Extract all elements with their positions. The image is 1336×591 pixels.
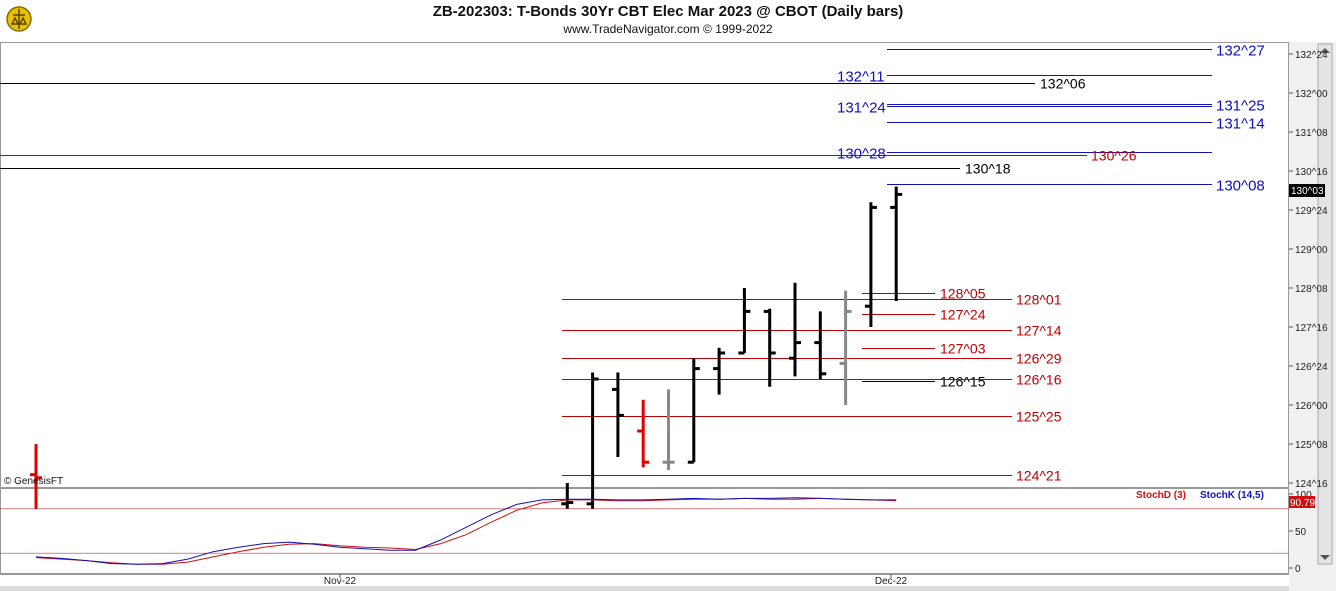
scroll-up-icon[interactable] — [1320, 48, 1330, 53]
price-tick-label-2: 131^08 — [1295, 128, 1328, 139]
level-label-19: 124^21 — [1016, 468, 1062, 484]
level-label-8: 130^18 — [965, 161, 1011, 177]
watermark: © GenesisFT — [4, 476, 63, 487]
level-label-7: 130^26 — [1091, 148, 1137, 164]
date-axis: Nov-22 Dec-22 — [324, 574, 908, 587]
stochastic-axis: 100 50 0 — [1289, 490, 1312, 575]
price-tick-label-11: 124^16 — [1295, 479, 1328, 490]
level-label-6: 130^28 — [837, 146, 886, 163]
level-lines: 132^27 132^11 132^06 131^25 131^24 131^14 130^… — [0, 43, 1265, 484]
date-tick-label-0: Nov-22 — [324, 576, 357, 587]
level-label-5: 131^14 — [1216, 116, 1265, 133]
price-tick-label-8: 126^24 — [1295, 362, 1328, 373]
stochk-legend: StochK (14,5) — [1200, 490, 1264, 501]
level-label-17: 126^16 — [1016, 372, 1062, 388]
level-label-4: 131^24 — [837, 100, 886, 117]
scroll-down-icon[interactable] — [1320, 555, 1330, 560]
level-label-16: 126^15 — [940, 374, 986, 390]
level-label-0: 132^27 — [1216, 43, 1265, 60]
last-price-label: 130^03 — [1291, 186, 1324, 197]
trade-navigator-logo — [6, 6, 32, 32]
stoch-series-1 — [35, 497, 897, 565]
stoch-last-label: 90.79 — [1290, 498, 1315, 509]
price-tick-label-1: 132^00 — [1295, 89, 1328, 100]
level-label-2: 132^06 — [1040, 76, 1086, 92]
stoch-series-0 — [35, 497, 897, 565]
level-label-10: 128^05 — [940, 286, 986, 302]
level-label-3: 131^25 — [1216, 98, 1265, 115]
last-price-marker — [1289, 184, 1325, 197]
chart-title: ZB-202303: T-Bonds 30Yr CBT Elec Mar 202… — [432, 3, 904, 20]
stoch-tick-label-0: 100 — [1295, 490, 1312, 501]
price-tick-label-7: 127^16 — [1295, 323, 1328, 334]
level-label-9: 130^08 — [1216, 178, 1265, 195]
date-tick-label-1: Dec-22 — [875, 576, 908, 587]
price-tick-label-5: 129^00 — [1295, 245, 1328, 256]
stoch-last-marker — [1289, 496, 1315, 508]
price-tick-label-9: 126^00 — [1295, 401, 1328, 412]
stoch-tick-label-2: 0 — [1295, 564, 1301, 575]
level-label-15: 126^29 — [1016, 351, 1062, 367]
price-tick-label-10: 125^08 — [1295, 440, 1328, 451]
level-label-1: 132^11 — [837, 69, 885, 86]
level-label-12: 127^24 — [940, 307, 986, 323]
stochd-legend: StochD (3) — [1136, 490, 1186, 501]
level-label-14: 127^03 — [940, 341, 986, 357]
level-label-13: 127^14 — [1016, 323, 1062, 339]
price-panel-frame — [0, 42, 1289, 488]
stochastic-panel-frame — [0, 488, 1289, 574]
level-label-18: 125^25 — [1016, 409, 1062, 425]
price-tick-label-4: 129^24 — [1295, 206, 1328, 217]
vertical-scrollbar[interactable] — [1317, 43, 1333, 565]
price-tick-label-3: 130^16 — [1295, 167, 1328, 178]
price-bars — [30, 186, 903, 509]
level-label-11: 128^01 — [1016, 292, 1062, 308]
chart-subtitle: www.TradeNavigator.com © 1999-2022 — [563, 22, 773, 36]
price-axis: 132^24 132^00 131^08 130^16 129^24 129^00 128^… — [1289, 50, 1328, 490]
horizontal-scrollbar[interactable] — [0, 586, 1289, 591]
stoch-tick-label-1: 50 — [1295, 527, 1307, 538]
price-tick-label-0: 132^24 — [1295, 50, 1328, 61]
price-tick-label-6: 128^08 — [1295, 284, 1328, 295]
stochastic-lines — [0, 497, 1289, 565]
